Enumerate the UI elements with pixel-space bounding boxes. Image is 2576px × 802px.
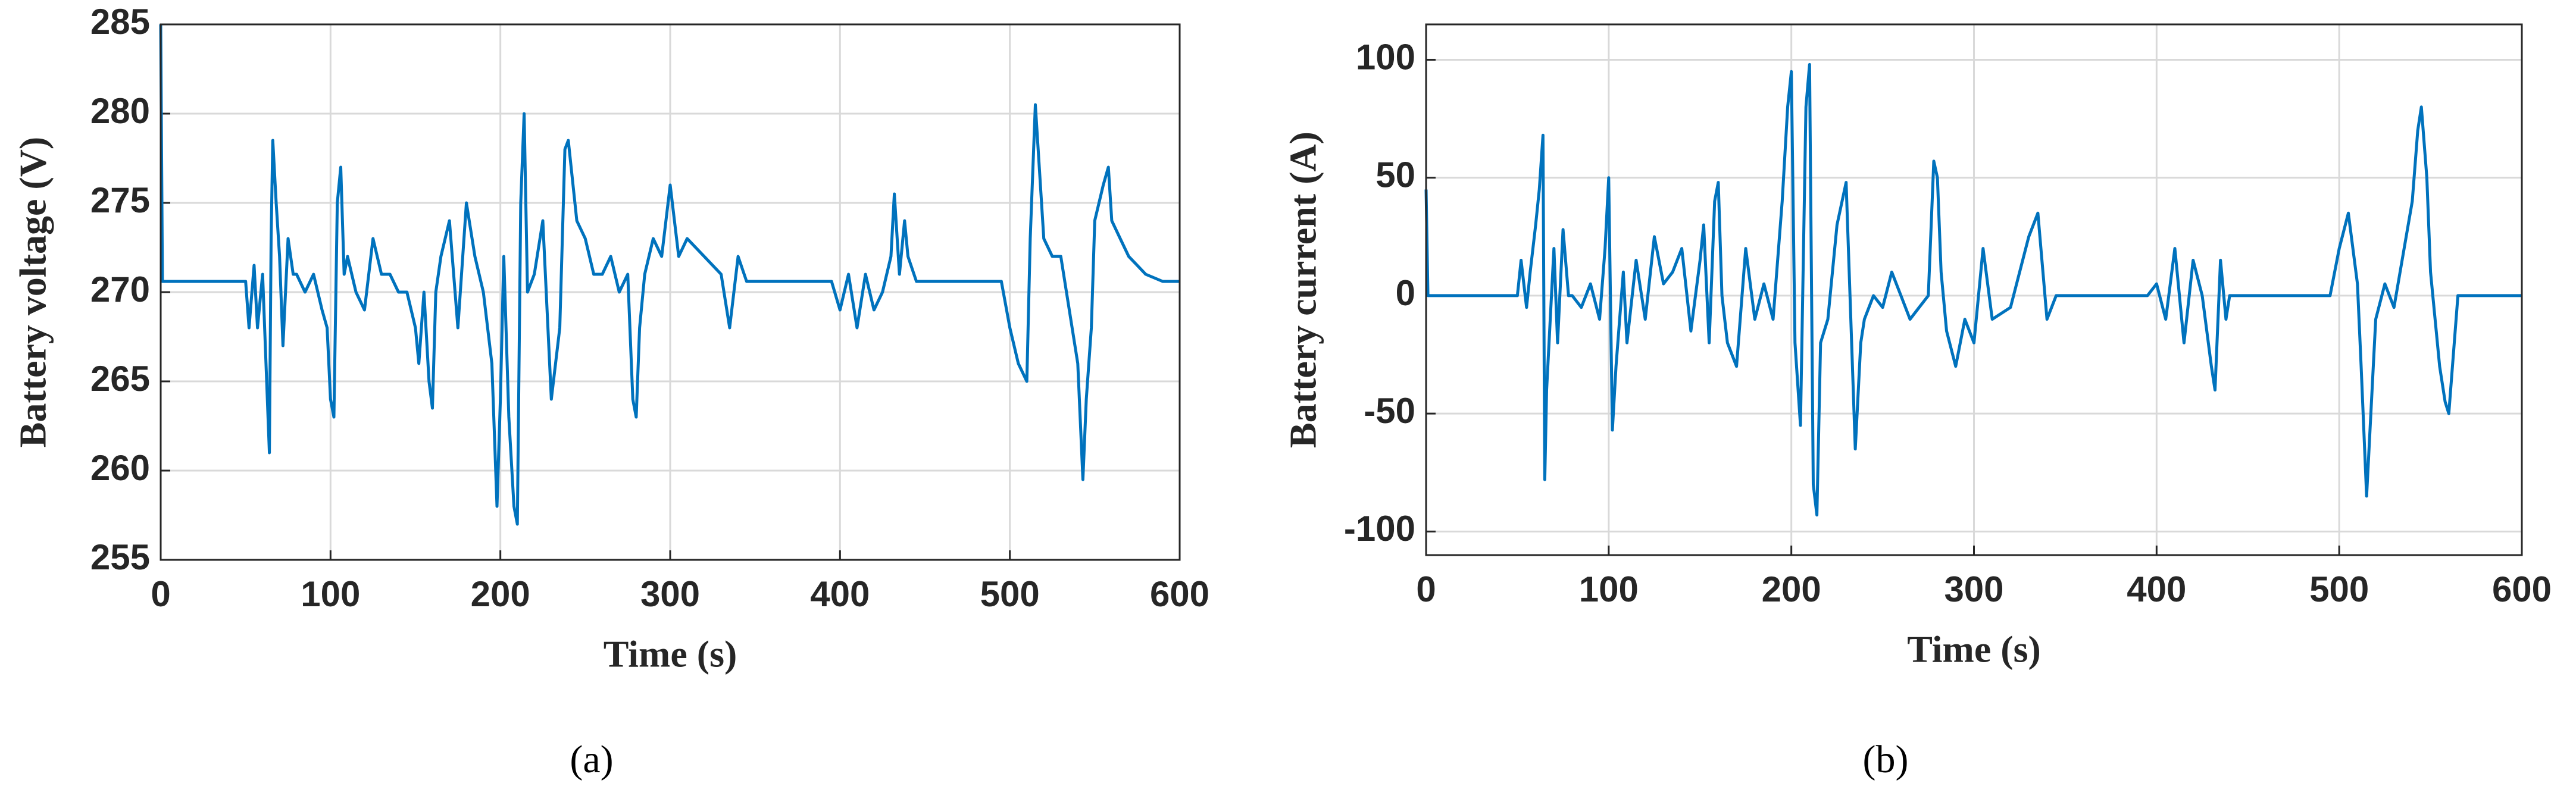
y-tick-label: 260 [90,448,150,488]
y-tick-label: 275 [90,180,150,220]
x-tick-label: 300 [1944,569,2003,609]
data-line [159,24,1180,526]
x-tick-label: 600 [2492,569,2552,609]
y-tick-label: 50 [1375,155,1415,195]
x-tick-label: 200 [1762,569,1821,609]
caption: (b) [1863,738,1909,781]
x-tick-label: 300 [640,574,700,614]
plot-frame [1425,23,2523,556]
x-tick-label: 400 [2127,569,2186,609]
x-tick-label: 500 [980,574,1040,614]
y-tick-label: 280 [90,91,150,131]
x-tick-label: 0 [1416,569,1436,609]
y-tick-label: 285 [90,2,150,42]
y-axis-label: Battery current (A) [1282,131,1324,448]
y-tick-label: 0 [1396,273,1415,313]
x-tick-label: 200 [471,574,530,614]
x-axis-label: Time (s) [1907,628,2041,671]
x-tick-label: 100 [1579,569,1639,609]
y-tick-label: -100 [1344,509,1415,549]
y-tick-label: -50 [1364,391,1415,431]
y-tick-label: 265 [90,359,150,399]
data-line [1424,62,2522,517]
plot-frame [160,23,1181,561]
x-tick-label: 0 [151,574,170,614]
x-tick-label: 400 [810,574,870,614]
x-tick-label: 600 [1150,574,1209,614]
x-tick-label: 100 [301,574,360,614]
x-axis-label: Time (s) [604,633,737,675]
x-tick-label: 500 [2309,569,2369,609]
caption: (a) [570,738,613,781]
y-axis-label: Battery voltage (V) [12,137,54,447]
y-tick-label: 100 [1356,37,1415,77]
y-tick-label: 255 [90,537,150,577]
y-tick-label: 270 [90,270,150,309]
